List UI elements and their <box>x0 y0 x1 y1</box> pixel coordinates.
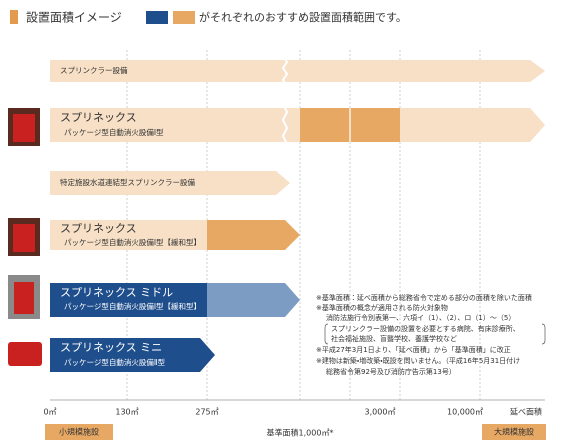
note-bracket <box>324 323 546 345</box>
header-title: 設置面積イメージ <box>26 10 122 25</box>
axis-tick-label: 延べ面積 <box>510 407 542 417</box>
arrow <box>50 171 290 195</box>
small-facility-label: 小規模施設 <box>59 427 99 437</box>
header-marker <box>10 10 18 24</box>
row-label: 特定施設水道連結型スプリンクラー設備 <box>60 177 195 187</box>
product-icon-face <box>14 282 34 314</box>
legend-text: がそれぞれのおすすめ設置面積範囲です。 <box>199 10 407 24</box>
arrow <box>50 108 545 142</box>
arrow <box>50 220 207 250</box>
row-title: スプリネックス <box>60 111 137 124</box>
recommended-range <box>351 108 400 142</box>
product-icon <box>8 342 42 366</box>
row-title: スプリネックス ミドル <box>60 286 173 299</box>
product-icon-face <box>13 114 35 142</box>
note: ※基準面積の概念が適用される防火対象物 <box>316 303 448 312</box>
large-facility-badge <box>482 424 546 440</box>
product-icon-face <box>13 224 35 252</box>
note: 消防法施行令別表第一、六項イ（1）、（2）、ロ（1）〜（5） <box>326 313 515 322</box>
row-label: スプリンクラー設備 <box>60 65 128 75</box>
legend-blue <box>146 11 168 24</box>
note: 総務省令第92号及び消防庁告示第13号） <box>326 367 456 376</box>
axis-tick-label: 0㎡ <box>43 408 56 417</box>
axis-tick-label: 275㎡ <box>195 408 218 417</box>
note: スプリンクラー設備の設置を必要とする病院、有床診療所、 <box>331 324 520 333</box>
axis-base-label: 基準面積1,000㎡* <box>267 428 334 438</box>
arrow <box>50 60 545 82</box>
row-subtitle: パッケージ型自動消火設備Ⅱ型 <box>64 357 166 367</box>
recommended-range <box>50 338 215 372</box>
axis-tick-label: 10,000㎡ <box>447 408 483 417</box>
axis-tick-label: 130㎡ <box>115 408 138 417</box>
recommended-range <box>50 283 207 317</box>
note: ※建物は新築・増改築・既設を問いません。（平成16年5月31日付け <box>316 356 520 365</box>
recommended-range <box>300 108 349 142</box>
large-facility-label: 大規模施設 <box>494 427 534 437</box>
row-subtitle: パッケージ型自動消火設備Ⅰ型 <box>64 127 164 137</box>
note: ※基準面積：延べ面積から総務省令で定める部分の面積を除いた面積 <box>316 293 532 302</box>
row-subtitle: パッケージ型自動消火設備Ⅰ型【緩和型】 <box>64 301 201 311</box>
row-title: スプリネックス <box>60 222 137 235</box>
note: ※平成27年3月1日より、「延べ面積」から「基準面積」に改正 <box>316 345 511 354</box>
axis-tick-label: 3,000㎡ <box>365 408 396 417</box>
recommended-range <box>207 220 300 250</box>
axis-break <box>279 55 289 401</box>
note: 社会福祉施設、盲聾学校、養護学校など <box>331 334 457 343</box>
small-facility-badge <box>45 424 113 440</box>
row-title: スプリネックス ミニ <box>60 341 162 354</box>
legend-orange <box>173 11 195 24</box>
row-subtitle: パッケージ型自動消火設備Ⅰ型【緩和型】 <box>64 237 201 247</box>
